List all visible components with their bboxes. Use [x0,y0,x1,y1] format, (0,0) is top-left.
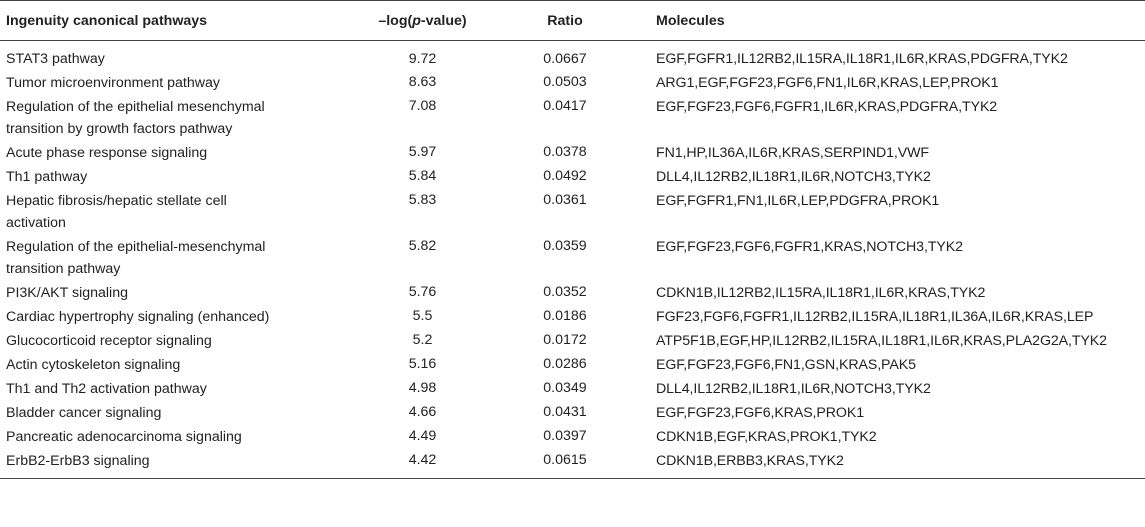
ratio-cell: 0.0349 [543,380,587,396]
logp-cell: 4.49 [408,428,437,444]
header-row: Ingenuity canonical pathways –log(p-valu… [0,0,1145,41]
table-row: Glucocorticoid receptor signaling 5.2 0.… [0,329,1145,353]
logp-cell: 5.97 [408,144,437,160]
pathway-cell: STAT3 pathway [6,51,105,67]
logp-cell: 4.42 [355,449,490,479]
molecules-cell: EGF,FGF23,FGF6,KRAS,PROK1 [656,405,864,421]
table-row: Th1 and Th2 activation pathway 4.98 0.03… [0,377,1145,401]
ratio-cell: 0.0378 [543,144,587,160]
logp-cell: 5.83 [408,192,437,208]
header-molecules: Molecules [640,0,1145,41]
ratio-cell: 0.0361 [543,192,587,208]
pathway-cell: Regulation of the epithelial mesenchymal… [6,99,265,137]
ratio-cell: 0.0503 [543,74,587,90]
ratio-cell: 0.0397 [543,428,587,444]
pathway-cell: Regulation of the epithelial-mesenchymal… [6,239,266,277]
pathway-cell: Cardiac hypertrophy signaling (enhanced) [6,309,270,325]
logp-cell: 9.72 [408,51,437,67]
table-row: Cardiac hypertrophy signaling (enhanced)… [0,305,1145,329]
pathway-cell: Hepatic fibrosis/hepatic stellate cell ac… [6,193,227,231]
header-logp: –log(p-value) [355,0,490,41]
table-row: Regulation of the epithelial-mesenchymal… [0,235,1145,281]
molecules-cell: CDKN1B,EGF,KRAS,PROK1,TYK2 [656,429,877,445]
logp-cell: 5.76 [408,284,437,300]
ratio-cell: 0.0352 [543,284,587,300]
table-row: Actin cytoskeleton signaling 5.16 0.0286… [0,353,1145,377]
pathway-cell: Glucocorticoid receptor signaling [6,333,212,349]
logp-cell: 4.98 [408,380,437,396]
ratio-cell: 0.0172 [543,332,587,348]
molecules-cell: EGF,FGFR1,IL12RB2,IL15RA,IL18R1,IL6R,KRA… [656,51,1068,67]
pathway-cell: Pancreatic adenocarcinoma signaling [6,429,242,445]
molecules-cell: FN1,HP,IL36A,IL6R,KRAS,SERPIND1,VWF [656,145,929,161]
ratio-cell: 0.0286 [543,356,587,372]
pathway-cell: Th1 pathway [6,169,88,185]
logp-cell: 5.16 [408,356,437,372]
pathway-cell: Acute phase response signaling [6,145,208,161]
molecules-cell: DLL4,IL12RB2,IL18R1,IL6R,NOTCH3,TYK2 [656,169,931,185]
molecules-cell: ATP5F1B,EGF,HP,IL12RB2,IL15RA,IL18R1,IL6… [656,333,1107,349]
logp-cell: 8.63 [408,74,437,90]
table-row: ErbB2-ErbB3 signaling 4.42 0.0615 CDKN1B… [0,449,1145,479]
ratio-cell: 0.0667 [543,51,587,67]
table-row: Hepatic fibrosis/hepatic stellate cell ac… [0,189,1145,235]
pathway-cell: ErbB2-ErbB3 signaling [0,449,355,479]
logp-cell: 7.08 [408,98,437,114]
pathway-cell: Actin cytoskeleton signaling [6,357,181,373]
logp-cell: 5.82 [408,238,437,254]
molecules-cell: DLL4,IL12RB2,IL18R1,IL6R,NOTCH3,TYK2 [656,381,931,397]
pathway-cell: Tumor microenvironment pathway [6,75,220,91]
molecules-cell: CDKN1B,IL12RB2,IL15RA,IL18R1,IL6R,KRAS,T… [656,285,986,301]
pathway-cell: Th1 and Th2 activation pathway [6,381,207,397]
molecules-cell: CDKN1B,ERBB3,KRAS,TYK2 [640,449,1145,479]
ratio-cell: 0.0417 [543,98,587,114]
molecules-cell: EGF,FGF23,FGF6,FGFR1,IL6R,KRAS,PDGFRA,TY… [656,99,998,115]
table-row: STAT3 pathway 9.72 0.0667 EGF,FGFR1,IL12… [0,41,1145,72]
header-ratio: Ratio [490,0,640,41]
table-row: Bladder cancer signaling 4.66 0.0431 EGF… [0,401,1145,425]
molecules-cell: EGF,FGF23,FGF6,FN1,GSN,KRAS,PAK5 [656,357,916,373]
logp-cell: 5.84 [408,168,437,184]
pathways-table: Ingenuity canonical pathways –log(p-valu… [0,0,1145,479]
table-row: Th1 pathway 5.84 0.0492 DLL4,IL12RB2,IL1… [0,165,1145,189]
ratio-cell: 0.0359 [543,238,587,254]
ratio-cell: 0.0615 [490,449,640,479]
pathway-cell: PI3K/AKT signaling [6,285,128,301]
molecules-cell: ARG1,EGF,FGF23,FGF6,FN1,IL6R,KRAS,LEP,PR… [656,75,999,91]
logp-cell: 4.66 [408,404,437,420]
pathway-cell: Bladder cancer signaling [6,405,162,421]
table-row: Pancreatic adenocarcinoma signaling 4.49… [0,425,1145,449]
table-row: PI3K/AKT signaling 5.76 0.0352 CDKN1B,IL… [0,281,1145,305]
table-row: Acute phase response signaling 5.97 0.03… [0,141,1145,165]
table-row: Tumor microenvironment pathway 8.63 0.05… [0,71,1145,95]
ratio-cell: 0.0186 [543,308,587,324]
molecules-cell: EGF,FGFR1,FN1,IL6R,LEP,PDGFRA,PROK1 [656,193,940,209]
header-pathway: Ingenuity canonical pathways [0,0,355,41]
logp-cell: 5.5 [412,308,433,324]
ratio-cell: 0.0492 [543,168,587,184]
table-row: Regulation of the epithelial mesenchymal… [0,95,1145,141]
logp-cell: 5.2 [412,332,433,348]
molecules-cell: EGF,FGF23,FGF6,FGFR1,KRAS,NOTCH3,TYK2 [656,239,963,255]
molecules-cell: FGF23,FGF6,FGFR1,IL12RB2,IL15RA,IL18R1,I… [656,309,1094,325]
ratio-cell: 0.0431 [543,404,587,420]
